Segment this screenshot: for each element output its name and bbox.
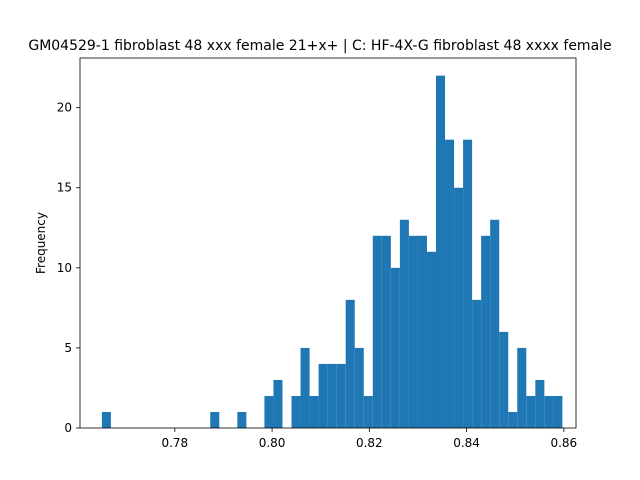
y-tick-label: 20 — [57, 101, 72, 115]
histogram-bar — [435, 75, 446, 428]
histogram-bar — [544, 395, 554, 428]
histogram-bar — [237, 411, 247, 428]
histogram-bar — [535, 379, 545, 428]
y-tick-label: 5 — [64, 341, 72, 355]
histogram-bar — [372, 235, 382, 428]
bars-group — [101, 75, 563, 429]
x-tick-label: 0.86 — [550, 436, 577, 450]
histogram-bar — [454, 187, 464, 428]
histogram-bar — [517, 347, 527, 428]
histogram-bar — [336, 363, 346, 428]
chart-title: GM04529-1 fibroblast 48 xxx female 21+x+… — [28, 38, 611, 54]
x-tick-label: 0.78 — [161, 436, 188, 450]
x-axis: 0.78 0.80 0.82 0.84 0.86 — [161, 428, 577, 450]
histogram-bar — [472, 299, 482, 428]
histogram-bar — [101, 411, 111, 428]
histogram-bar — [300, 347, 310, 428]
histogram-bar — [327, 363, 337, 428]
x-tick-label: 0.82 — [356, 436, 383, 450]
histogram-bar — [309, 395, 319, 428]
x-tick-label: 0.80 — [259, 436, 286, 450]
histogram-bar — [318, 363, 328, 428]
y-tick-label: 10 — [57, 261, 72, 275]
plot-frame — [79, 57, 577, 429]
histogram-bar — [490, 219, 500, 428]
histogram-bar — [499, 331, 509, 428]
y-tick-label: 0 — [64, 421, 72, 435]
histogram-bar — [345, 299, 355, 428]
histogram-bar — [354, 347, 364, 428]
histogram-bar — [264, 395, 274, 428]
histogram-bar — [526, 395, 536, 428]
y-axis-label: Frequency — [34, 212, 48, 274]
histogram-bar — [273, 379, 283, 428]
histogram-bar — [291, 395, 301, 428]
histogram-bar — [426, 251, 436, 428]
histogram-bar — [508, 411, 518, 428]
histogram-bar — [481, 235, 491, 428]
histogram-bar — [445, 139, 455, 429]
histogram-bar — [408, 235, 418, 428]
histogram-bar — [381, 235, 391, 428]
y-axis: 0 5 10 15 20 — [57, 101, 80, 435]
histogram-bar — [553, 395, 563, 428]
x-tick-label: 0.84 — [453, 436, 480, 450]
y-tick-label: 15 — [57, 181, 72, 195]
histogram-bar — [399, 219, 409, 428]
histogram-bar — [363, 395, 373, 428]
histogram-bar — [390, 267, 400, 428]
histogram-bar — [210, 411, 220, 428]
histogram-bar — [417, 235, 427, 428]
histogram-bar — [463, 139, 473, 429]
